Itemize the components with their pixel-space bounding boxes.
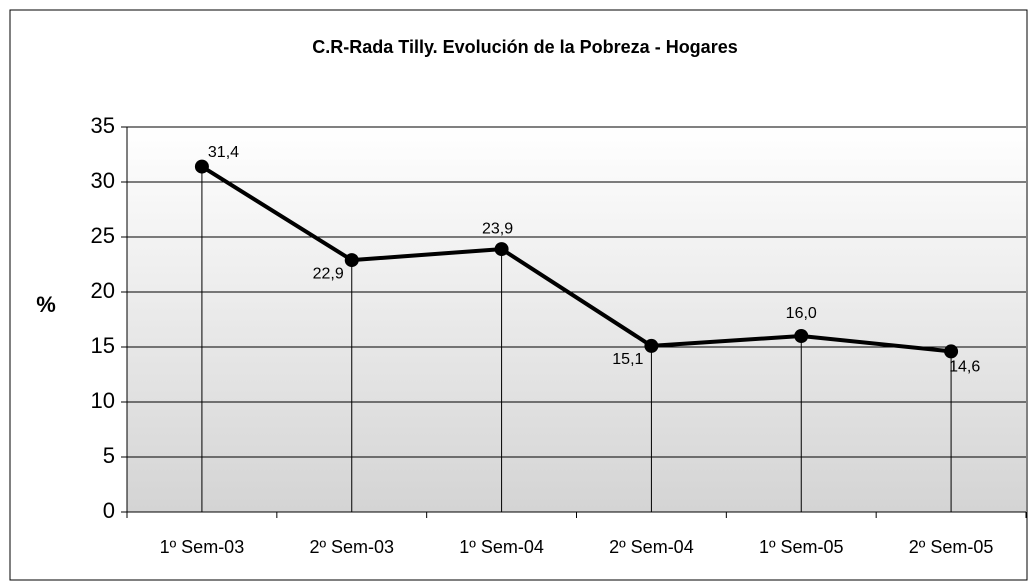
data-point	[794, 329, 809, 343]
x-tick-label: 1º Sem-03	[160, 537, 245, 557]
x-tick-label: 2º Sem-04	[609, 537, 694, 557]
data-label: 23,9	[482, 220, 513, 237]
data-label: 16,0	[786, 305, 817, 322]
plot-area	[127, 127, 1026, 512]
y-tick-label: 15	[91, 333, 115, 358]
y-tick-label: 5	[103, 443, 115, 468]
y-tick-label: 35	[91, 113, 115, 138]
data-label: 31,4	[208, 144, 239, 161]
x-tick-label: 1º Sem-05	[759, 537, 844, 557]
x-tick-label: 1º Sem-04	[459, 537, 544, 557]
y-tick-label: 0	[103, 498, 115, 523]
x-tick-label: 2º Sem-03	[309, 537, 394, 557]
data-label: 14,6	[949, 359, 980, 376]
y-axis-label: %	[36, 292, 56, 317]
data-label: 15,1	[612, 351, 643, 368]
y-tick-label: 30	[91, 168, 115, 193]
data-point	[494, 242, 509, 257]
data-point	[944, 344, 959, 359]
y-tick-label: 25	[91, 223, 115, 248]
data-label: 22,9	[313, 265, 344, 282]
data-point	[194, 159, 209, 174]
x-tick-label: 2º Sem-05	[909, 537, 994, 557]
chart-title: C.R-Rada Tilly. Evolución de la Pobreza …	[312, 37, 737, 57]
data-point	[644, 338, 659, 353]
y-tick-label: 20	[91, 278, 115, 303]
data-point	[344, 253, 359, 268]
y-tick-label: 10	[91, 388, 115, 413]
data-line	[200, 164, 952, 354]
